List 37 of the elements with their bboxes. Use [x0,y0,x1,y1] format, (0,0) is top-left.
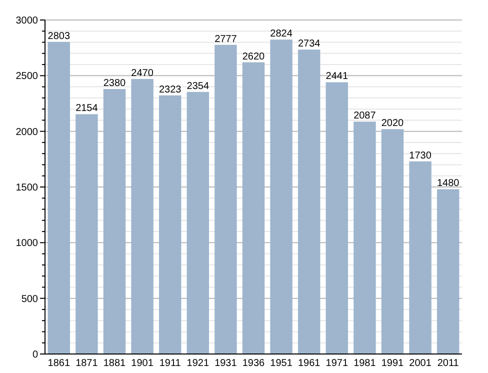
x-tick-label: 1911 [159,358,182,369]
data-label: 1730 [409,150,432,162]
x-tick-label: 1981 [354,358,376,369]
y-tick-label: 2000 [16,126,38,138]
x-tick-label: 1881 [103,358,126,369]
x-tick-label: 2001 [409,358,432,369]
data-label: 1480 [436,178,460,190]
data-label: 2323 [158,84,182,96]
y-tick-label: 0 [32,350,38,360]
data-label: 2620 [242,51,266,62]
x-tick-label: 1991 [381,358,404,369]
data-label: 2380 [103,78,126,90]
x-tick-label: 1971 [326,358,348,369]
data-label: 2824 [270,28,293,40]
y-tick-label: 1500 [16,182,38,194]
x-tick-label: 1951 [270,358,293,369]
x-tick-label: 1961 [298,358,321,369]
x-tick-label: 1871 [76,358,98,369]
x-tick-label: 1861 [48,358,70,369]
y-tick-label: 500 [21,294,38,305]
data-label: 2154 [76,103,98,114]
x-tick-label: 1901 [131,358,154,369]
x-tick-label: 1921 [186,358,210,369]
data-label: 2020 [381,118,404,130]
data-label: 2734 [298,38,321,50]
y-tick-label: 1000 [16,238,38,250]
data-label: 2441 [326,71,348,82]
data-label: 2803 [48,30,70,42]
y-tick-label: 3000 [16,16,38,26]
data-label: 2354 [186,80,210,92]
data-label: 2087 [354,110,376,122]
y-tick-label: 2500 [16,71,38,82]
x-tick-label: 1931 [214,358,238,369]
x-tick-label: 1936 [242,358,266,369]
data-label: 2777 [214,34,238,45]
x-tick-label: 2011 [437,358,460,369]
data-label: 2470 [131,68,154,80]
